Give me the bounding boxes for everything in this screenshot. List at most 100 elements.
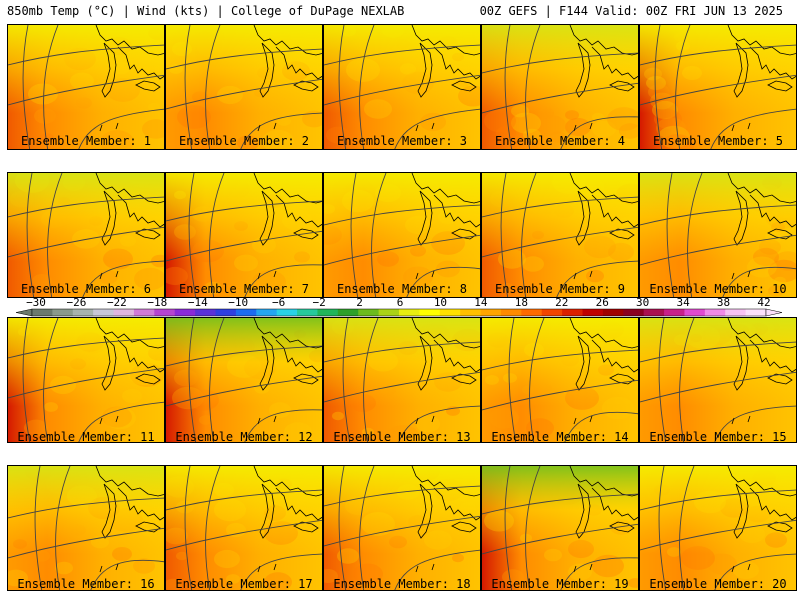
ensemble-member-map-20: [639, 465, 797, 591]
ensemble-member-label-8: Ensemble Member: 8: [336, 282, 468, 296]
colorbar-swatch: [664, 309, 685, 316]
ensemble-member-map-18: [323, 465, 481, 591]
colorbar-tick-label: −30: [26, 296, 46, 309]
colorbar-tick-label: 30: [636, 296, 650, 309]
colorbar-swatch: [337, 309, 359, 316]
colorbar-tick-label: 34: [676, 296, 690, 309]
ensemble-member-map-17: [165, 465, 323, 591]
ensemble-member-label-18: Ensemble Member: 18: [333, 577, 471, 591]
colorbar-tick-label: 42: [757, 296, 771, 309]
ensemble-member-label-13: Ensemble Member: 13: [333, 430, 471, 444]
ensemble-member-map-15: [639, 317, 797, 443]
colorbar-swatch: [704, 309, 726, 316]
colorbar-tick-label: 2: [356, 296, 363, 309]
colorbar-swatch: [562, 309, 583, 316]
ensemble-member-label-17: Ensemble Member: 17: [175, 577, 313, 591]
ensemble-member-label-12: Ensemble Member: 12: [175, 430, 313, 444]
colorbar-tick-label: 10: [433, 296, 448, 309]
colorbar-swatch: [276, 309, 298, 316]
ensemble-member-label-14: Ensemble Member: 14: [491, 430, 629, 444]
colorbar-tick-label: 18: [514, 296, 528, 309]
colorbar-swatch: [174, 309, 196, 316]
colorbar-swatch: [419, 309, 441, 316]
colorbar-tick-label: 26: [595, 296, 609, 309]
colorbar-swatch: [399, 309, 420, 316]
colorbar-swatch: [154, 309, 176, 316]
colorbar-swatch: [684, 309, 706, 316]
colorbar-swatch: [72, 309, 94, 316]
ensemble-member-label-20: Ensemble Member: 20: [649, 577, 787, 591]
colorbar-swatch: [460, 309, 482, 316]
colorbar-tick-label: −6: [272, 296, 286, 309]
ensemble-member-map-6: [7, 172, 165, 298]
colorbar-swatch: [195, 309, 216, 316]
ensemble-member-map-16: [7, 465, 165, 591]
ensemble-member-map-2: [165, 24, 323, 150]
ensemble-member-label-11: Ensemble Member: 11: [17, 430, 155, 444]
ensemble-member-label-19: Ensemble Member: 19: [491, 577, 629, 591]
ensemble-member-map-9: [481, 172, 639, 298]
colorbar-swatch: [745, 309, 767, 316]
colorbar-swatch: [235, 309, 257, 316]
colorbar-swatch: [500, 309, 522, 316]
ensemble-member-map-4: [481, 24, 639, 150]
ensemble-member-label-4: Ensemble Member: 4: [494, 134, 626, 148]
ensemble-member-label-6: Ensemble Member: 6: [20, 282, 152, 296]
ensemble-member-map-8: [323, 172, 481, 298]
colorbar-swatch: [297, 309, 318, 316]
colorbar-swatch: [480, 309, 502, 316]
map-title: 850mb Temp (°C) | Wind (kts) | College o…: [7, 4, 405, 18]
ensemble-member-label-5: Ensemble Member: 5: [652, 134, 784, 148]
colorbar-swatch: [582, 309, 604, 316]
ensemble-member-map-12: [165, 317, 323, 443]
colorbar-swatch: [133, 309, 155, 316]
colorbar-tick-label: −14: [187, 296, 208, 309]
ensemble-member-map-13: [323, 317, 481, 443]
colorbar-swatch: [215, 309, 237, 316]
colorbar-tick-label: −22: [106, 296, 127, 309]
temperature-colorbar: [15, 308, 783, 317]
colorbar-right-arrow: [765, 308, 783, 317]
ensemble-member-label-16: Ensemble Member: 16: [17, 577, 155, 591]
ensemble-member-label-10: Ensemble Member: 10: [649, 282, 787, 296]
colorbar-swatch: [643, 309, 665, 316]
colorbar-tick-label: 6: [396, 296, 404, 309]
colorbar-tick-label: −18: [147, 296, 168, 309]
colorbar-swatch: [52, 309, 74, 316]
ensemble-member-map-14: [481, 317, 639, 443]
colorbar-swatch: [623, 309, 645, 316]
colorbar-tick-label: 14: [474, 296, 488, 309]
colorbar-swatch: [521, 309, 543, 316]
ensemble-member-map-11: [7, 317, 165, 443]
colorbar-swatch: [541, 309, 563, 316]
colorbar-swatch: [32, 309, 53, 316]
colorbar-swatch: [256, 309, 278, 316]
ensemble-member-map-1: [7, 24, 165, 150]
ensemble-member-label-9: Ensemble Member: 9: [494, 282, 626, 296]
colorbar-tick-label: −2: [312, 296, 326, 309]
ensemble-member-label-7: Ensemble Member: 7: [178, 282, 310, 296]
colorbar-tick-label: 38: [716, 296, 731, 309]
colorbar-swatch: [93, 309, 115, 316]
colorbar-swatch: [358, 309, 380, 316]
ensemble-member-map-7: [165, 172, 323, 298]
colorbar-tick-label: −10: [228, 296, 249, 309]
ensemble-member-map-19: [481, 465, 639, 591]
colorbar-left-arrow: [15, 308, 33, 317]
colorbar-swatch: [113, 309, 135, 316]
ensemble-member-label-15: Ensemble Member: 15: [649, 430, 787, 444]
colorbar-tick-label: 22: [555, 296, 569, 309]
ensemble-member-label-1: Ensemble Member: 1: [20, 134, 152, 148]
model-run-label: 00Z GEFS | F144 Valid: 00Z FRI JUN 13 20…: [479, 4, 783, 18]
colorbar-swatch: [317, 309, 339, 316]
colorbar-swatch: [439, 309, 461, 316]
colorbar-swatch: [602, 309, 624, 316]
ensemble-member-map-10: [639, 172, 797, 298]
colorbar-swatch: [725, 309, 747, 316]
colorbar-swatch: [378, 309, 400, 316]
colorbar-tick-label: −26: [66, 296, 87, 309]
ensemble-member-map-3: [323, 24, 481, 150]
ensemble-member-label-2: Ensemble Member: 2: [178, 134, 310, 148]
ensemble-member-label-3: Ensemble Member: 3: [336, 134, 468, 148]
ensemble-member-map-5: [639, 24, 797, 150]
